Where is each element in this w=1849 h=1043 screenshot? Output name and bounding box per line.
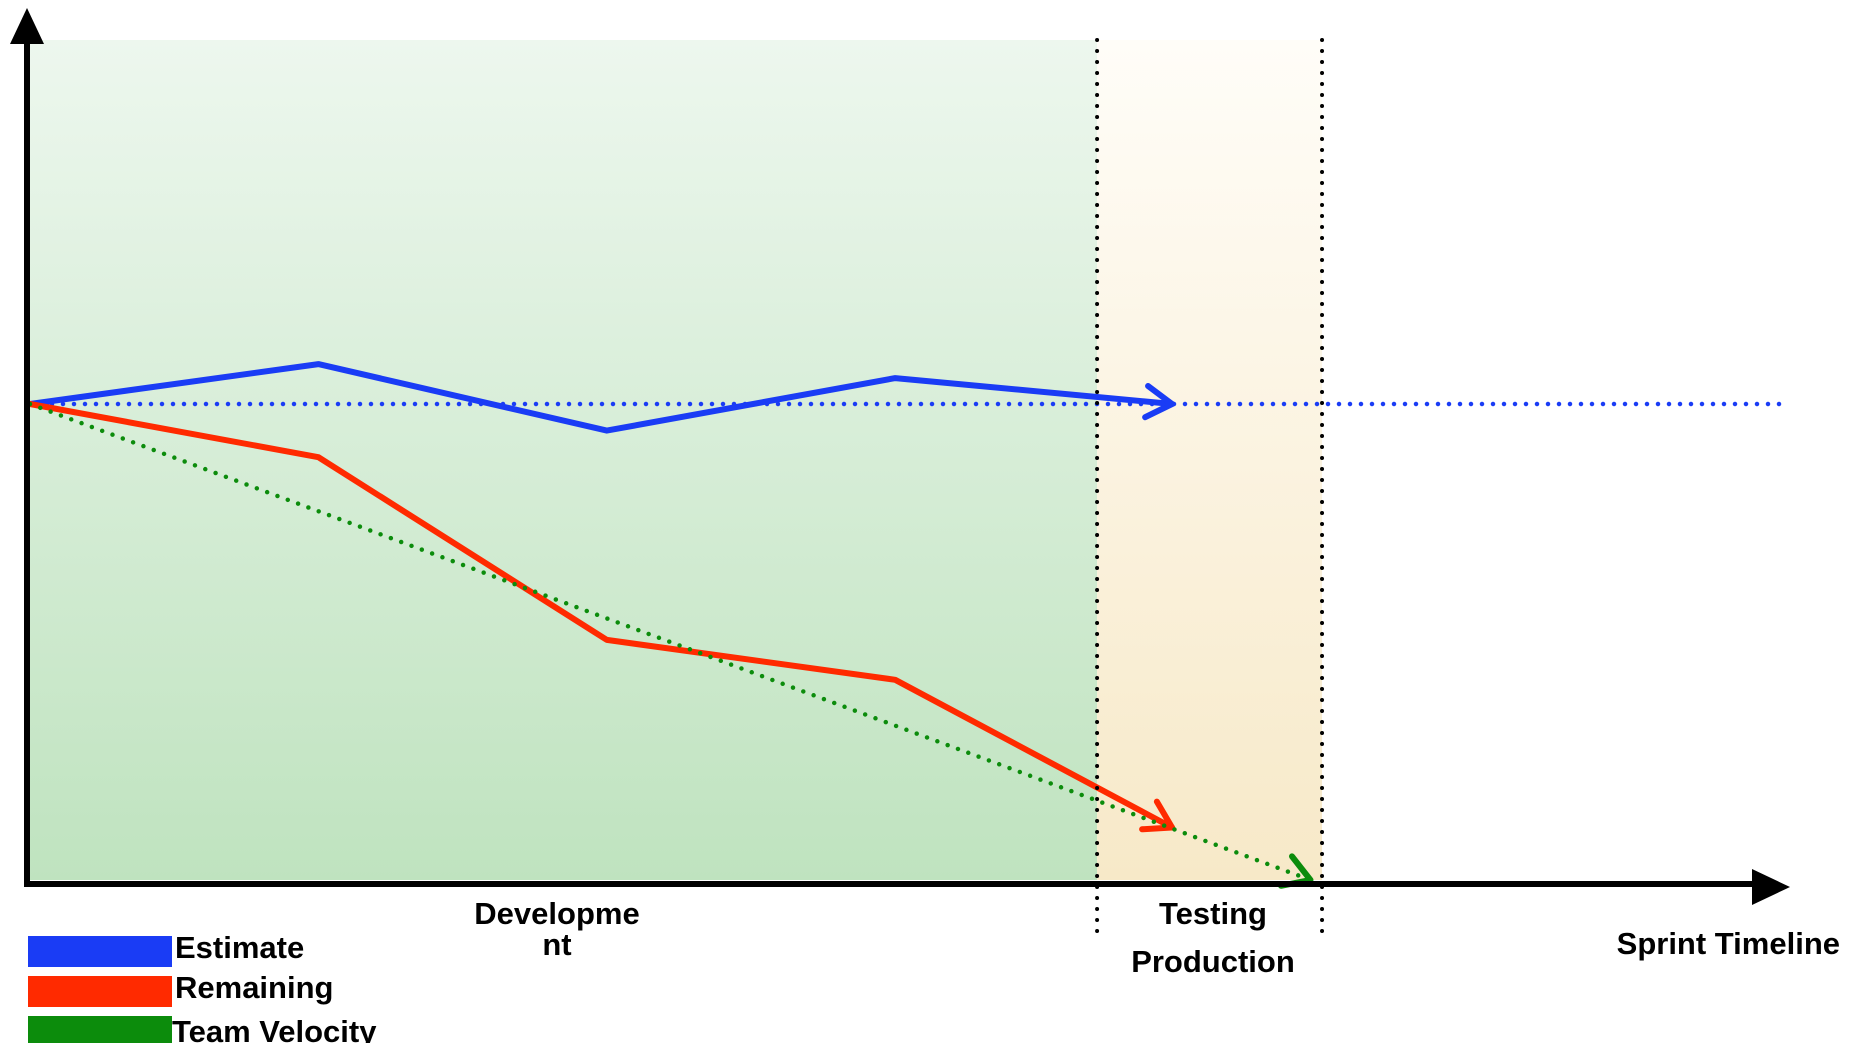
phase-region-testing <box>1097 40 1323 880</box>
y-axis-arrow <box>10 8 44 44</box>
phase-label-production: Production <box>1131 944 1295 979</box>
phase-label-testing: Testing <box>1159 896 1267 931</box>
series-arrowhead-remaining <box>1139 798 1176 833</box>
phase-regions <box>30 40 1323 880</box>
series-lines <box>27 361 1792 889</box>
legend-label-estimate: Estimate <box>175 930 304 965</box>
legend: Estimate Remaining Team Velocity <box>28 930 377 1043</box>
axes <box>10 8 1790 905</box>
x-axis-label: Sprint Timeline <box>1617 926 1840 961</box>
phase-boundaries <box>1095 38 1325 942</box>
legend-label-remaining: Remaining <box>175 970 333 1005</box>
legend-swatch-remaining <box>28 976 172 1007</box>
series-line-estimate <box>27 361 1176 434</box>
legend-label-team-velocity: Team Velocity <box>172 1014 377 1043</box>
phase-region-development <box>30 40 1098 880</box>
series-line-team-velocity <box>27 401 1313 883</box>
x-axis-arrow <box>1752 869 1790 905</box>
phase-label-development-line-2: nt <box>542 927 571 962</box>
legend-swatch-team-velocity <box>28 1016 172 1043</box>
series-line-remaining <box>27 401 1176 831</box>
phase-label-development: Developme <box>474 896 639 931</box>
legend-swatch-estimate <box>28 936 172 967</box>
